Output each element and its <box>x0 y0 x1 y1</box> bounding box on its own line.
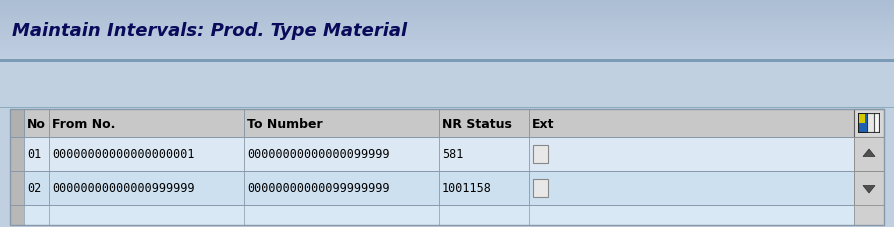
Bar <box>0 63 894 108</box>
Text: 581: 581 <box>442 148 463 161</box>
Bar <box>0 44 894 45</box>
Bar <box>0 49 894 50</box>
Text: 00000000000000000001: 00000000000000000001 <box>52 148 195 161</box>
Bar <box>0 7 894 8</box>
Bar <box>0 0 894 1</box>
Bar <box>0 38 894 39</box>
Bar <box>10 137 854 171</box>
Bar <box>0 59 894 60</box>
Bar <box>859 114 865 123</box>
Bar <box>0 32 894 33</box>
Bar <box>854 171 884 205</box>
Bar <box>0 26 894 27</box>
Bar <box>0 14 894 15</box>
Bar <box>0 13 894 14</box>
Text: 01: 01 <box>27 148 41 161</box>
Text: From No.: From No. <box>52 117 115 130</box>
Bar <box>533 179 548 197</box>
Bar <box>854 137 884 171</box>
Bar <box>0 50 894 51</box>
Bar <box>854 205 884 225</box>
Bar <box>0 1 894 2</box>
Bar <box>0 21 894 22</box>
Bar <box>0 12 894 13</box>
Bar <box>0 18 894 19</box>
Bar <box>0 51 894 52</box>
Text: Maintain Intervals: Prod. Type Material: Maintain Intervals: Prod. Type Material <box>12 22 407 40</box>
Bar <box>0 8 894 9</box>
Bar <box>0 2 894 3</box>
Bar <box>859 114 867 132</box>
Bar <box>875 114 879 132</box>
Bar <box>0 24 894 25</box>
Bar <box>10 171 24 205</box>
Bar <box>0 9 894 10</box>
Bar <box>0 20 894 21</box>
Bar <box>0 6 894 7</box>
Bar <box>0 28 894 29</box>
Text: 00000000000000099999: 00000000000000099999 <box>247 148 390 161</box>
Bar <box>0 22 894 23</box>
Text: To Number: To Number <box>247 117 323 130</box>
Bar <box>0 57 894 58</box>
Bar <box>0 34 894 35</box>
Text: 00000000000099999999: 00000000000099999999 <box>247 182 390 195</box>
Bar <box>0 54 894 55</box>
Bar <box>10 171 854 205</box>
Bar <box>0 25 894 26</box>
Bar <box>0 4 894 5</box>
Bar <box>10 205 24 225</box>
Bar <box>0 39 894 40</box>
Bar <box>0 43 894 44</box>
Bar <box>0 46 894 47</box>
Text: 00000000000000999999: 00000000000000999999 <box>52 182 195 195</box>
Text: 1001158: 1001158 <box>442 182 492 195</box>
Bar <box>0 60 894 63</box>
Bar <box>0 37 894 38</box>
Bar <box>0 16 894 17</box>
Bar <box>0 15 894 16</box>
Bar <box>0 35 894 36</box>
Text: No: No <box>27 117 46 130</box>
Bar <box>0 19 894 20</box>
Bar <box>0 45 894 46</box>
Bar <box>10 109 854 137</box>
Bar <box>0 40 894 41</box>
Bar <box>0 3 894 4</box>
Bar <box>0 41 894 42</box>
Text: 02: 02 <box>27 182 41 195</box>
Bar <box>0 42 894 43</box>
Bar <box>0 29 894 30</box>
Bar <box>0 5 894 6</box>
Bar <box>0 23 894 24</box>
Bar <box>0 10 894 11</box>
Text: Ext: Ext <box>532 117 554 130</box>
Bar <box>0 36 894 37</box>
Bar <box>0 17 894 18</box>
Bar <box>0 11 894 12</box>
Bar <box>10 109 884 225</box>
Bar <box>0 58 894 59</box>
Bar <box>854 109 884 137</box>
Bar <box>0 48 894 49</box>
Bar <box>10 137 24 171</box>
Bar <box>10 109 24 137</box>
Bar <box>533 145 548 164</box>
Bar <box>0 31 894 32</box>
Bar <box>0 56 894 57</box>
Bar <box>0 108 894 109</box>
Bar <box>0 27 894 28</box>
Bar <box>0 33 894 34</box>
Bar <box>0 55 894 56</box>
Polygon shape <box>863 186 875 193</box>
Polygon shape <box>863 149 875 157</box>
Bar <box>0 47 894 48</box>
Bar <box>10 205 854 225</box>
Bar <box>0 30 894 31</box>
Bar <box>858 114 880 133</box>
Bar <box>868 114 874 132</box>
Bar <box>0 53 894 54</box>
Bar <box>0 52 894 53</box>
Text: NR Status: NR Status <box>442 117 512 130</box>
